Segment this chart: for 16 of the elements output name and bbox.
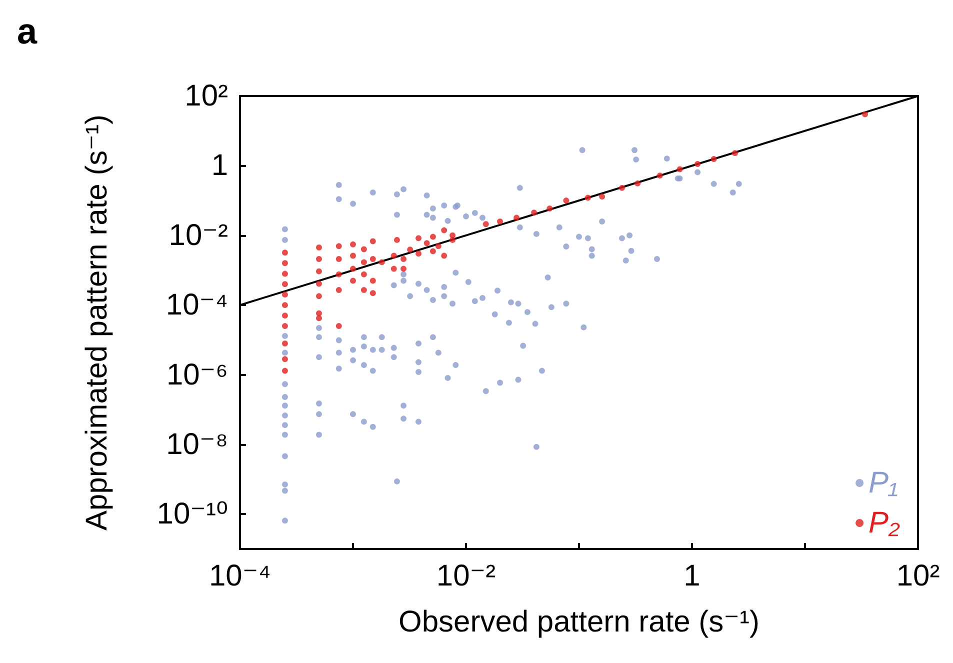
y-tick-label: 10⁻¹⁰: [156, 498, 228, 531]
x-tick-label: 10²: [896, 560, 940, 592]
y-axis-title: Approximated pattern rate (s⁻¹): [80, 114, 114, 531]
y-tick-label: 10⁻⁶: [166, 358, 228, 392]
y-tick-label: 10⁻⁸: [166, 428, 228, 461]
y-tick-label: 10⁻⁴: [166, 288, 228, 322]
x-tick-label: 10⁻⁴: [208, 560, 272, 592]
y-tick-label: 10⁻²: [168, 218, 228, 252]
y-tick-label: 1: [211, 149, 228, 182]
y-tick-label: 10²: [184, 80, 228, 112]
chart-title: a: [17, 10, 38, 52]
legend-label: P₂: [868, 506, 901, 540]
x-tick-label: 10⁻²: [436, 560, 496, 592]
x-tick-label: 1: [684, 560, 700, 592]
x-axis-title: Observed pattern rate (s⁻¹): [398, 606, 760, 638]
legend-label: P₁: [868, 466, 898, 500]
